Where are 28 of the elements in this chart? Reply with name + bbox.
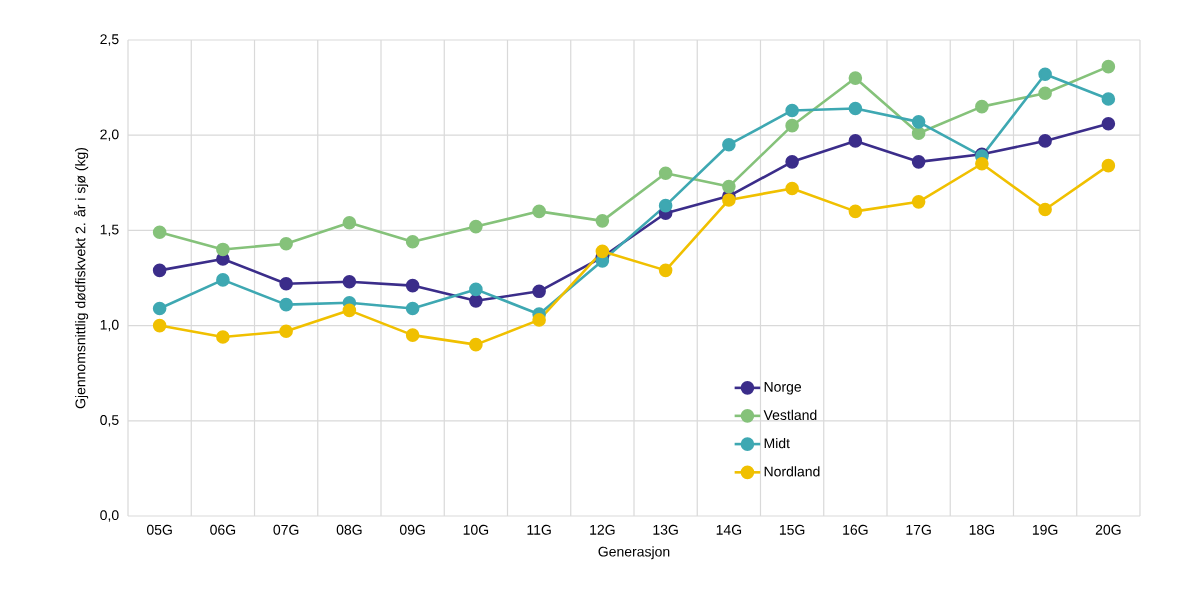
y-tick-label: 1,5 xyxy=(100,224,119,237)
legend-label: Vestland xyxy=(763,409,817,421)
x-tick-label: 11G xyxy=(527,524,551,535)
x-tick-label: 20G xyxy=(1095,524,1121,535)
x-tick-label: 06G xyxy=(210,524,236,535)
y-axis-title: Gjennomsnittlig dødfiskvekt 2. år i sjø (kg) xyxy=(73,147,89,409)
x-tick-label: 07G xyxy=(273,524,299,535)
x-tick-label: 14G xyxy=(716,524,742,535)
x-tick-label: 10G xyxy=(463,524,489,535)
x-tick-label: 19G xyxy=(1032,524,1058,535)
x-tick-label: 16G xyxy=(843,524,868,535)
x-tick-label: 15G xyxy=(779,524,805,535)
x-tick-label: 13G xyxy=(653,524,678,535)
legend-label: Norge xyxy=(764,382,802,395)
y-tick-label: 0,0 xyxy=(100,510,119,522)
legend-label: Midt xyxy=(764,437,790,449)
x-tick-label: 05G xyxy=(146,524,172,535)
x-tick-label: 09G xyxy=(399,524,425,535)
x-tick-label: 18G xyxy=(969,524,995,535)
legend-label: Nordland xyxy=(764,466,820,477)
y-tick-label: 0,5 xyxy=(100,414,119,427)
y-tick-label: 2,0 xyxy=(100,129,119,141)
y-tick-label: 1,0 xyxy=(100,319,119,332)
x-tick-label: 12G xyxy=(590,524,615,535)
x-tick-label: 08G xyxy=(336,524,362,535)
x-axis-title: Generasjon xyxy=(598,546,670,560)
x-tick-label: 17G xyxy=(906,524,931,535)
y-tick-label: 2,5 xyxy=(100,34,119,46)
